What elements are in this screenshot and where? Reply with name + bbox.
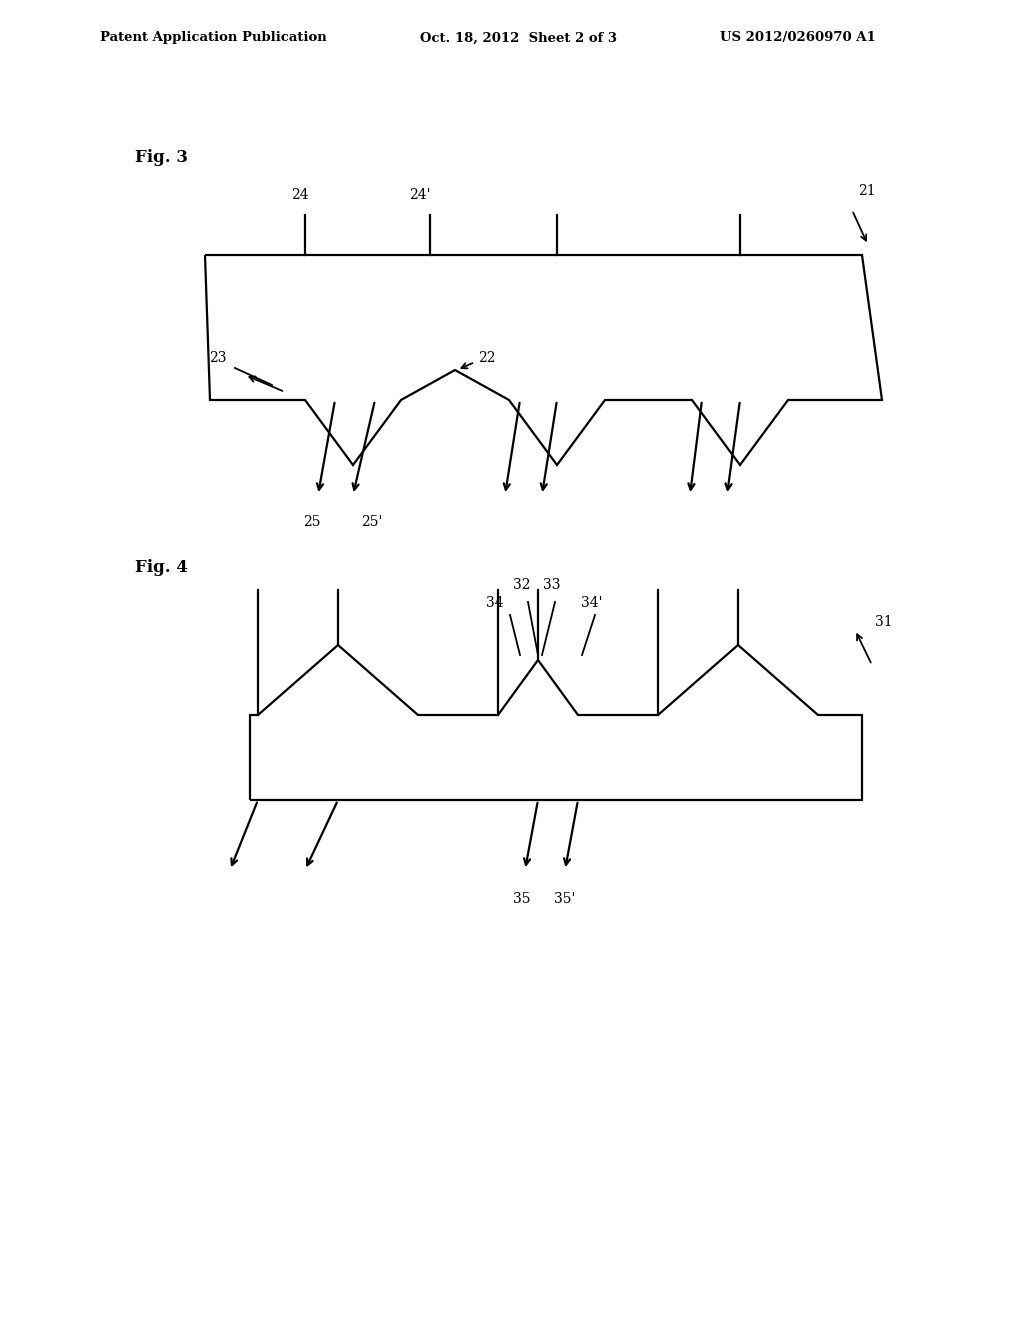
Text: 31: 31 xyxy=(874,615,893,630)
Text: Fig. 3: Fig. 3 xyxy=(135,149,188,166)
Text: 34': 34' xyxy=(582,597,603,610)
Text: 25: 25 xyxy=(303,515,321,529)
Text: 21: 21 xyxy=(858,183,876,198)
Text: 35: 35 xyxy=(513,892,530,906)
Text: 35': 35' xyxy=(554,892,575,906)
Text: 32: 32 xyxy=(513,578,530,591)
Text: 25': 25' xyxy=(361,515,383,529)
Text: Oct. 18, 2012  Sheet 2 of 3: Oct. 18, 2012 Sheet 2 of 3 xyxy=(420,32,617,45)
Text: 22: 22 xyxy=(478,351,496,366)
Text: Patent Application Publication: Patent Application Publication xyxy=(100,32,327,45)
Text: 24: 24 xyxy=(291,187,309,202)
Text: US 2012/0260970 A1: US 2012/0260970 A1 xyxy=(720,32,876,45)
Text: 33: 33 xyxy=(544,578,561,591)
Text: 34: 34 xyxy=(486,597,504,610)
Text: 24': 24' xyxy=(410,187,431,202)
Text: Fig. 4: Fig. 4 xyxy=(135,560,187,577)
Text: 23: 23 xyxy=(209,351,226,366)
